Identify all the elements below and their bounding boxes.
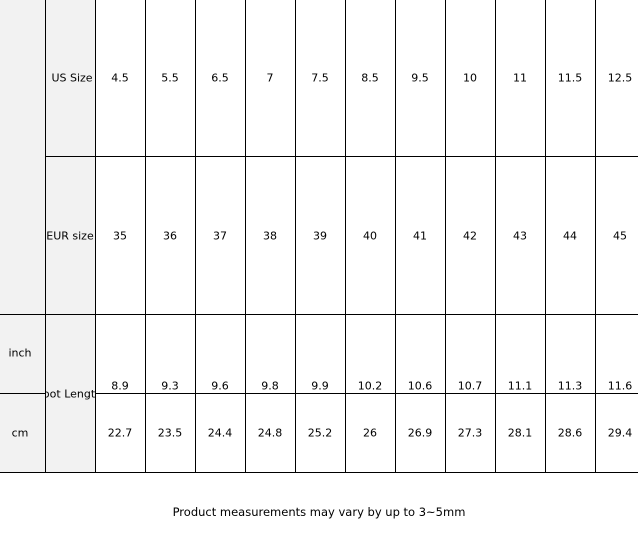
- table-cell: 9.3: [161, 379, 179, 393]
- table-cell: 9.5: [411, 71, 429, 85]
- table-cell: 26: [363, 426, 377, 440]
- table-cell: 24.4: [207, 426, 233, 440]
- table-cell: 35: [113, 229, 127, 243]
- grid-line: [145, 0, 146, 472]
- label-column-bg: [45, 0, 95, 314]
- table-cell: 12.5: [607, 71, 633, 85]
- row-label: cm: [11, 426, 29, 440]
- group-label: Foot Length: [45, 387, 95, 401]
- table-cell: 8.9: [111, 379, 129, 393]
- table-cell: 11.5: [557, 71, 583, 85]
- table-cell: 25.2: [307, 426, 333, 440]
- table-cell: 10: [463, 71, 477, 85]
- table-cell: 5.5: [161, 71, 179, 85]
- grid-line: [0, 314, 638, 315]
- table-cell: 26.9: [407, 426, 433, 440]
- row-label: US Size: [51, 71, 93, 85]
- table-cell: 43: [513, 229, 527, 243]
- table-cell: 9.9: [311, 379, 329, 393]
- table-cell: 10.2: [357, 379, 383, 393]
- table-cell: 39: [313, 229, 327, 243]
- table-cell: 41: [413, 229, 427, 243]
- grid-line: [195, 0, 196, 472]
- grid-line: [595, 0, 596, 472]
- grid-line: [45, 0, 46, 472]
- header-column-bg: [0, 0, 45, 472]
- grid-line: [245, 0, 246, 472]
- table-cell: 4.5: [111, 71, 129, 85]
- table-cell: 38: [263, 229, 277, 243]
- table-cell: 29.4: [607, 426, 633, 440]
- table-cell: 28.6: [557, 426, 583, 440]
- table-cell: 28.1: [507, 426, 533, 440]
- grid-line: [495, 0, 496, 472]
- table-cell: 36: [163, 229, 177, 243]
- table-cell: 9.6: [211, 379, 229, 393]
- table-cell: 10.7: [457, 379, 483, 393]
- grid-line: [445, 0, 446, 472]
- table-cell: 40: [363, 229, 377, 243]
- table-cell: 7.5: [311, 71, 329, 85]
- grid-line: [0, 472, 638, 473]
- grid-line: [545, 0, 546, 472]
- table-cell: 9.8: [261, 379, 279, 393]
- table-cell: 22.7: [107, 426, 133, 440]
- grid-line: [45, 156, 638, 157]
- table-cell: 45: [613, 229, 627, 243]
- table-cell: 42: [463, 229, 477, 243]
- table-cell: 10.6: [407, 379, 433, 393]
- table-cell: 23.5: [157, 426, 183, 440]
- table-cell: 11.1: [507, 379, 533, 393]
- table-cell: 7: [266, 71, 274, 85]
- table-cell: 24.8: [257, 426, 283, 440]
- table-cell: 6.5: [211, 71, 229, 85]
- row-label: inch: [8, 346, 32, 360]
- table-cell: 44: [563, 229, 577, 243]
- table-cell: 11: [513, 71, 527, 85]
- grid-line: [395, 0, 396, 472]
- label-column-bg: [45, 314, 95, 472]
- grid-line: [95, 393, 638, 394]
- measurement-note: Product measurements may vary by up to 3…: [172, 505, 466, 519]
- table-cell: 11.6: [607, 379, 633, 393]
- table-cell: 11.3: [557, 379, 583, 393]
- grid-line: [295, 0, 296, 472]
- grid-line: [0, 393, 45, 394]
- table-cell: 27.3: [457, 426, 483, 440]
- table-cell: 37: [213, 229, 227, 243]
- grid-line: [345, 0, 346, 472]
- row-label: EUR size: [46, 229, 94, 243]
- table-cell: 8.5: [361, 71, 379, 85]
- grid-line: [95, 0, 96, 472]
